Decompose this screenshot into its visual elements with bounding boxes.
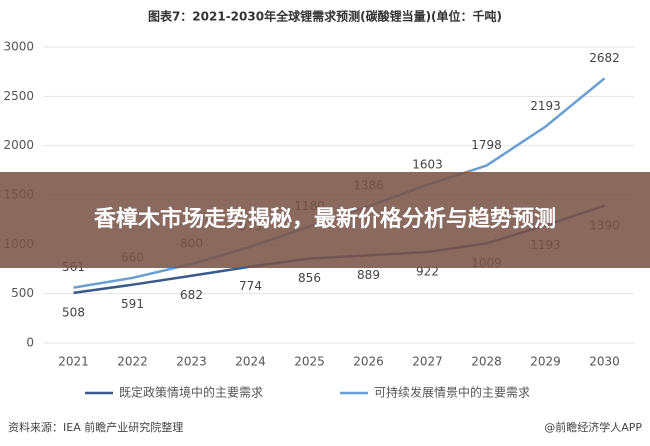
x-tick-label: 2028: [471, 355, 502, 369]
data-label: 2682: [589, 51, 620, 65]
y-tick-label: 2500: [3, 89, 34, 103]
legend-label: 可持续发展情景中的主要需求: [374, 385, 530, 400]
data-label: 774: [239, 279, 262, 293]
data-label: 1798: [471, 138, 502, 152]
y-tick-label: 0: [26, 336, 34, 350]
y-tick-label: 3000: [3, 40, 34, 54]
data-label: 922: [416, 265, 439, 279]
data-label: 889: [357, 268, 380, 282]
banner-text: 香樟木市场走势揭秘，最新价格分析与趋势预测: [93, 207, 556, 232]
legend-label: 既定政策情境中的主要需求: [119, 385, 263, 400]
x-tick-label: 2022: [117, 355, 148, 369]
x-tick-label: 2026: [353, 355, 384, 369]
banner: 香樟木市场走势揭秘，最新价格分析与趋势预测: [0, 172, 650, 268]
x-tick-label: 2029: [530, 355, 561, 369]
watermark: @前瞻经济学人APP: [544, 420, 642, 434]
x-tick-label: 2023: [176, 355, 207, 369]
data-label: 508: [62, 305, 85, 319]
source: 资料来源：IEA 前瞻产业研究院整理: [8, 420, 183, 434]
chart-title: 图表7：2021-2030年全球锂需求预测(碳酸锂当量)(单位：千吨): [148, 9, 502, 24]
data-label: 2193: [530, 99, 561, 113]
x-tick-label: 2021: [58, 355, 89, 369]
data-label: 591: [121, 297, 144, 311]
data-label: 856: [298, 271, 321, 285]
x-tick-label: 2025: [294, 355, 325, 369]
x-tick-label: 2027: [412, 355, 443, 369]
x-tick-label: 2024: [235, 355, 266, 369]
x-tick-label: 2030: [589, 355, 620, 369]
y-tick-label: 500: [11, 286, 34, 300]
y-tick-label: 2000: [3, 138, 34, 152]
data-label: 682: [180, 288, 203, 302]
data-label: 1603: [412, 157, 443, 171]
